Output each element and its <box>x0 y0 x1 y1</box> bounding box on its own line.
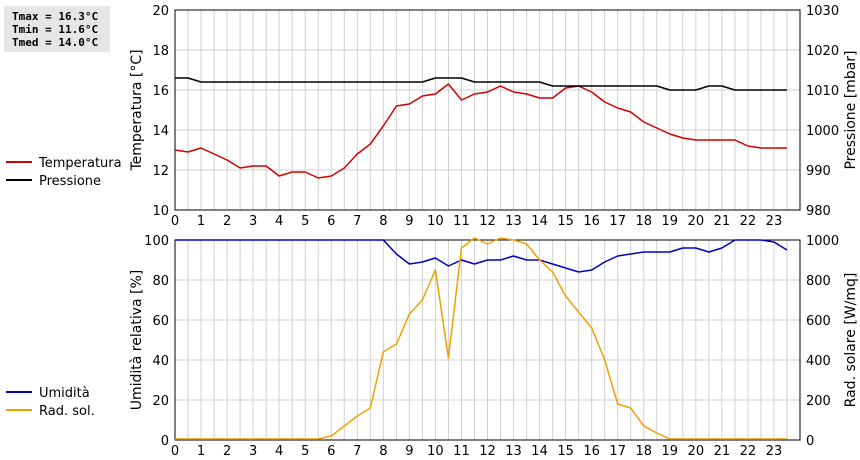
y2-tick-label: 980 <box>806 204 831 219</box>
plot-frame <box>174 239 801 441</box>
y-tick-label: 10 <box>152 204 169 219</box>
legend-label: Pressione <box>39 174 101 189</box>
y2-tick-label: 0 <box>806 434 814 449</box>
legend-label: Umidità <box>39 386 90 401</box>
x-tick-label: 5 <box>301 214 309 229</box>
x-tick-label: 14 <box>531 214 548 229</box>
y2-axis-label: Rad. solare [W/mq] <box>843 273 859 408</box>
y-axis-label: Temperatura [°C] <box>129 49 145 171</box>
x-tick-label: 10 <box>427 214 444 229</box>
tmax-label: Tmax = 16.3°C <box>12 10 99 23</box>
temp-press-series-right <box>175 77 787 91</box>
x-tick-label: 20 <box>688 444 705 459</box>
y2-tick-label: 400 <box>806 354 831 369</box>
y-tick-label: 40 <box>152 354 169 369</box>
x-tick-label: 16 <box>583 214 600 229</box>
x-tick-label: 19 <box>662 214 679 229</box>
x-tick-label: 18 <box>635 444 652 459</box>
y2-tick-label: 800 <box>806 274 831 289</box>
x-tick-label: 16 <box>583 444 600 459</box>
x-tick-label: 7 <box>353 214 361 229</box>
x-tick-label: 4 <box>275 444 283 459</box>
x-tick-label: 0 <box>171 444 179 459</box>
y2-tick-label: 1000 <box>806 234 839 249</box>
tmed-label: Tmed = 14.0°C <box>12 36 99 49</box>
humidity-radiation-chart: 0 1 2 3 4 5 6 7 8 9 10 11 12 13 14 15 16 17 18 19 20 21 22 2302… <box>6 234 859 459</box>
x-tick-label: 9 <box>405 214 413 229</box>
x-tick-label: 11 <box>453 444 470 459</box>
y-tick-label: 20 <box>152 4 169 19</box>
y-tick-label: 20 <box>152 394 169 409</box>
legend-label: Temperatura <box>38 156 122 171</box>
y-tick-label: 0 <box>161 434 169 449</box>
y-tick-label: 80 <box>152 274 169 289</box>
stats-box: Tmax = 16.3°C Tmin = 11.6°C Tmed = 14.0°… <box>4 6 110 52</box>
y2-tick-label: 1030 <box>806 4 839 19</box>
hum-rad-series-left <box>175 239 788 273</box>
x-tick-label: 3 <box>249 214 257 229</box>
x-tick-label: 12 <box>479 444 496 459</box>
x-tick-label: 17 <box>609 444 626 459</box>
x-tick-label: 8 <box>379 214 387 229</box>
legend-label: Rad. sol. <box>39 404 95 419</box>
x-tick-label: 13 <box>505 444 522 459</box>
x-tick-label: 18 <box>635 214 652 229</box>
y-tick-label: 12 <box>152 164 169 179</box>
x-tick-label: 0 <box>171 214 179 229</box>
x-tick-label: 1 <box>197 444 205 459</box>
x-tick-label: 8 <box>379 444 387 459</box>
y-tick-label: 18 <box>152 44 169 59</box>
x-tick-label: 13 <box>505 214 522 229</box>
x-tick-label: 9 <box>405 444 413 459</box>
y2-tick-label: 600 <box>806 314 831 329</box>
y2-axis-label: Pressione [mbar] <box>843 50 859 169</box>
x-tick-label: 3 <box>249 444 257 459</box>
x-tick-label: 15 <box>557 444 574 459</box>
x-tick-label: 5 <box>301 444 309 459</box>
hum-rad-series-right <box>175 237 787 440</box>
x-tick-label: 6 <box>327 444 335 459</box>
y-tick-label: 16 <box>152 84 169 99</box>
y-axis-label: Umidità relativa [%] <box>129 270 145 411</box>
x-tick-label: 23 <box>766 214 783 229</box>
y2-tick-label: 1020 <box>806 44 839 59</box>
temperature-pressure-chart: 0 1 2 3 4 5 6 7 8 9 10 11 12 13 14 15 16 17 18 19 20 21 22 2310… <box>6 4 859 229</box>
x-tick-label: 4 <box>275 214 283 229</box>
tmin-label: Tmin = 11.6°C <box>12 23 99 36</box>
y2-tick-label: 1000 <box>806 124 839 139</box>
x-tick-label: 21 <box>714 214 731 229</box>
x-tick-label: 23 <box>766 444 783 459</box>
y-tick-label: 14 <box>152 124 169 139</box>
x-tick-label: 6 <box>327 214 335 229</box>
x-tick-label: 14 <box>531 444 548 459</box>
x-tick-label: 22 <box>740 444 757 459</box>
x-tick-label: 20 <box>688 214 705 229</box>
x-tick-label: 19 <box>662 444 679 459</box>
x-tick-label: 17 <box>609 214 626 229</box>
x-tick-label: 10 <box>427 444 444 459</box>
y2-tick-label: 1010 <box>806 84 839 99</box>
temp-press-series-left <box>174 83 787 179</box>
x-tick-label: 11 <box>453 214 470 229</box>
y2-tick-label: 200 <box>806 394 831 409</box>
x-tick-label: 15 <box>557 214 574 229</box>
plot-frame <box>174 9 801 211</box>
x-tick-label: 12 <box>479 214 496 229</box>
y-tick-label: 100 <box>144 234 169 249</box>
x-tick-label: 21 <box>714 444 731 459</box>
x-tick-label: 1 <box>197 214 205 229</box>
x-tick-label: 2 <box>223 214 231 229</box>
x-tick-label: 2 <box>223 444 231 459</box>
y2-tick-label: 990 <box>806 164 831 179</box>
y-tick-label: 60 <box>152 314 169 329</box>
x-tick-label: 22 <box>740 214 757 229</box>
x-tick-label: 7 <box>353 444 361 459</box>
